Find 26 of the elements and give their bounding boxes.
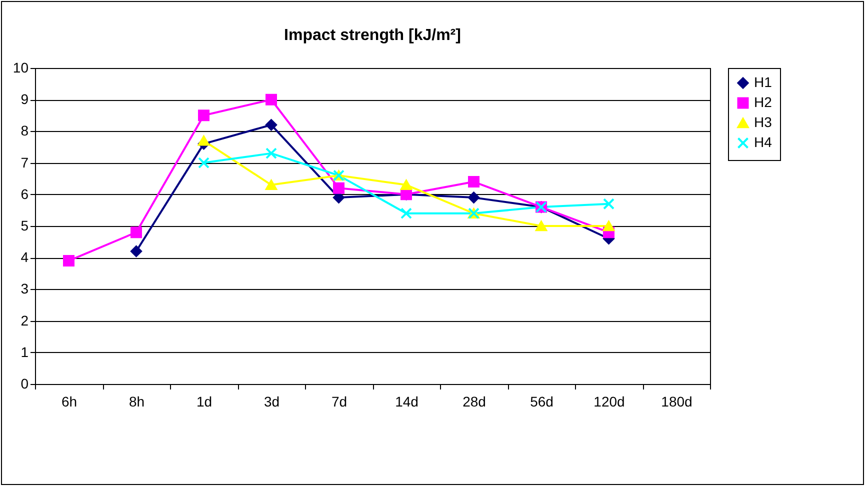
x-tick-label: 120d	[594, 394, 625, 410]
x-tick-label: 7d	[331, 394, 348, 410]
x-tick-label: 1d	[196, 394, 212, 410]
chart-title: Impact strength [kJ/m²]	[284, 27, 461, 44]
x-tick-label: 6h	[61, 394, 78, 410]
y-tick-label: 5	[20, 218, 29, 234]
x-tick-label: 3d	[264, 394, 280, 410]
legend-label: H1	[754, 74, 772, 90]
x-tick-label: 28d	[462, 394, 486, 410]
y-tick-label: 8	[20, 122, 29, 139]
y-tick-label: 0	[20, 376, 29, 392]
y-tick-label: 2	[20, 312, 29, 328]
x-tick-label: 14d	[395, 394, 418, 410]
x-tick-label: 180d	[661, 394, 692, 410]
legend-label: H2	[754, 94, 772, 110]
x-tick-label: 8h	[128, 394, 145, 410]
y-tick-label: 6	[20, 186, 29, 202]
legend-label: H3	[754, 114, 772, 130]
y-tick-label: 10	[12, 60, 29, 76]
x-tick-label: 56d	[530, 394, 554, 410]
y-tick-label: 1	[20, 344, 29, 360]
y-tick-label: 3	[20, 280, 29, 297]
y-tick-label: 4	[20, 249, 29, 266]
y-tick-label: 9	[20, 91, 29, 108]
legend-label: H4	[754, 134, 772, 150]
y-tick-label: 7	[20, 154, 29, 170]
